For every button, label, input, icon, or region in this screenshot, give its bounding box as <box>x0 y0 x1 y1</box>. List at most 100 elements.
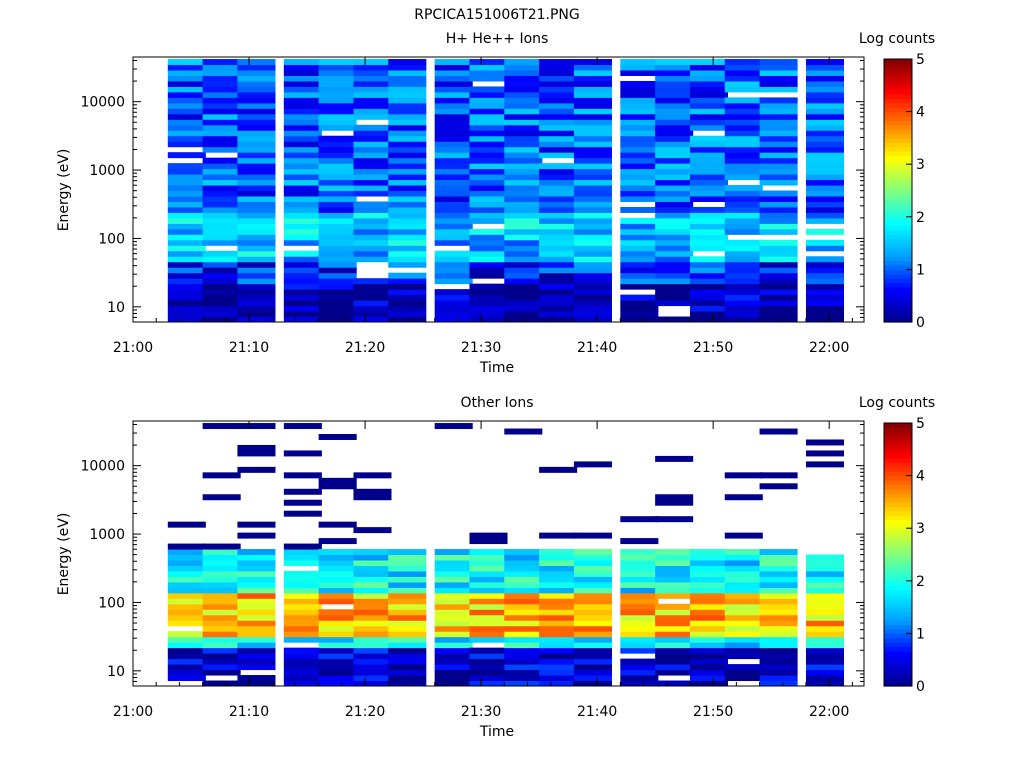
heatmap-cell <box>620 581 659 588</box>
heatmap-cell <box>620 603 659 610</box>
heatmap-cell <box>167 59 206 66</box>
colorbar-tick-label: 2 <box>916 574 925 590</box>
heatmap-cell <box>620 549 659 556</box>
heatmap-cell <box>573 294 612 301</box>
heatmap-cell <box>620 97 659 104</box>
heatmap-cell <box>318 283 357 290</box>
heatmap-cell <box>237 576 276 583</box>
heatmap-cell <box>318 168 357 175</box>
heatmap-cell <box>655 75 694 82</box>
heatmap-cell <box>759 86 798 93</box>
heatmap-cell <box>689 75 728 82</box>
heatmap-cell <box>655 124 694 131</box>
heatmap-cell <box>504 581 543 588</box>
heatmap-cell <box>167 250 206 257</box>
heatmap-cell <box>504 245 543 252</box>
heatmap-cell <box>620 217 659 224</box>
colorbar-segment <box>884 576 912 582</box>
heatmap-cell <box>805 653 845 660</box>
heatmap-cell <box>724 494 763 501</box>
heatmap-cell <box>655 163 694 170</box>
heatmap-cells <box>167 59 845 323</box>
heatmap-cell <box>504 675 543 682</box>
heatmap-cell <box>237 119 276 126</box>
heatmap-cell <box>167 305 206 312</box>
x-axis-label: Time <box>479 724 514 740</box>
heatmap-cell <box>469 300 508 307</box>
heatmap-cell <box>283 614 322 621</box>
heatmap-cell <box>655 256 694 263</box>
heatmap-cell <box>689 603 728 610</box>
heatmap-cell <box>167 261 206 268</box>
heatmap-cell <box>759 658 798 665</box>
heatmap-cell <box>353 642 392 649</box>
heatmap-cell <box>353 631 392 638</box>
heatmap-cell <box>353 680 392 687</box>
heatmap-cell <box>202 59 241 66</box>
heatmap-cell <box>655 592 694 599</box>
heatmap-cell <box>504 179 543 186</box>
heatmap-cell <box>283 163 322 170</box>
heatmap-cell <box>353 91 392 98</box>
heatmap-cell <box>759 581 798 588</box>
heatmap-cell <box>283 185 322 192</box>
heatmap-cell <box>283 664 322 671</box>
heatmap-cell <box>759 316 798 323</box>
heatmap-cell <box>237 658 276 665</box>
heatmap-cell <box>689 91 728 98</box>
heatmap-cell <box>805 305 845 312</box>
heatmap-cell <box>724 311 763 318</box>
heatmap-cell <box>655 647 694 654</box>
heatmap-cell <box>620 631 659 638</box>
heatmap-cell <box>167 603 206 610</box>
heatmap-cell <box>573 267 612 274</box>
heatmap-cell <box>620 300 659 307</box>
heatmap-cell <box>759 141 798 148</box>
colorbar-segment <box>884 598 912 604</box>
heatmap-cell <box>167 267 206 274</box>
colorbar-segment <box>884 440 912 446</box>
colorbar-tick-label: 5 <box>916 416 925 432</box>
heatmap-cell <box>655 560 694 566</box>
colorbar-segment <box>884 444 912 450</box>
heatmap-cell <box>434 598 473 605</box>
heatmap-cell <box>504 64 543 71</box>
colorbar-segment <box>884 655 912 661</box>
heatmap-cell <box>167 598 206 605</box>
heatmap-cell <box>805 289 845 296</box>
heatmap-cell <box>689 261 728 268</box>
heatmap-cell <box>202 576 241 583</box>
colorbar-segment <box>884 637 912 643</box>
heatmap-cell <box>504 190 543 197</box>
colorbar-segment <box>884 308 912 314</box>
heatmap-cell <box>655 70 694 76</box>
heatmap-cell <box>805 642 845 649</box>
heatmap-cell <box>353 146 392 153</box>
heatmap-cell <box>689 587 728 594</box>
heatmap-cell <box>237 581 276 588</box>
heatmap-cell <box>504 294 543 301</box>
heatmap-cell <box>388 261 427 268</box>
colorbar: 0 1 2 3 4 5 <box>883 416 925 695</box>
heatmap-cell <box>620 625 659 632</box>
heatmap-cell <box>353 64 392 71</box>
heatmap-cell <box>283 135 322 142</box>
heatmap-cell <box>167 294 206 301</box>
heatmap-cell <box>573 168 612 175</box>
heatmap-cell <box>469 305 508 312</box>
heatmap-cell <box>434 261 473 268</box>
heatmap-cell <box>237 549 276 556</box>
heatmap-cell <box>353 124 392 131</box>
heatmap-cell <box>167 272 206 279</box>
heatmap-cell <box>504 97 543 104</box>
heatmap-cell <box>759 620 798 627</box>
heatmap-cell <box>283 234 322 241</box>
heatmap-cell <box>573 91 612 98</box>
heatmap-cell <box>202 234 241 241</box>
colorbar-segment <box>884 286 912 292</box>
heatmap-cell <box>573 256 612 263</box>
heatmap-cell <box>388 658 427 665</box>
heatmap-cell <box>689 642 728 649</box>
colorbar-segment <box>884 194 912 200</box>
heatmap-cell <box>388 565 427 572</box>
